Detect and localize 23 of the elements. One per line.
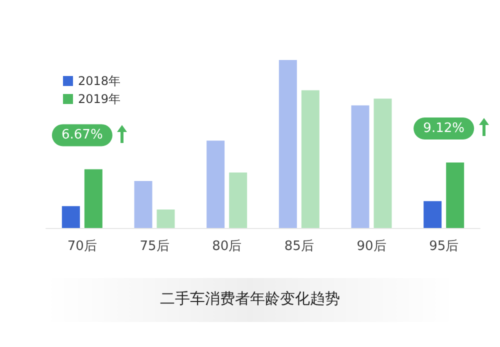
bar (206, 140, 225, 228)
bar (156, 210, 175, 228)
annotation: 6.67% (62, 128, 103, 143)
bar (424, 201, 442, 228)
x-tick-label: 75后 (140, 239, 170, 254)
bar (351, 105, 370, 228)
bar (84, 169, 102, 228)
bar (62, 206, 80, 228)
bar (446, 162, 464, 228)
x-tick-label: 80后 (212, 239, 242, 254)
x-tick-label: 90后 (356, 239, 386, 254)
legend-label: 2019年 (78, 92, 121, 106)
legend-label: 2018年 (78, 74, 121, 88)
x-tick-label: 95后 (429, 239, 459, 254)
x-tick-label: 70后 (67, 239, 97, 254)
bar (374, 98, 392, 228)
x-tick-label: 85后 (284, 239, 314, 254)
text: 二手车消费者年龄变化趋势 (160, 290, 340, 308)
annotation: 9.12% (423, 120, 464, 136)
bar (229, 172, 248, 228)
bar (301, 90, 320, 228)
bar (134, 180, 152, 228)
bar (278, 60, 297, 228)
